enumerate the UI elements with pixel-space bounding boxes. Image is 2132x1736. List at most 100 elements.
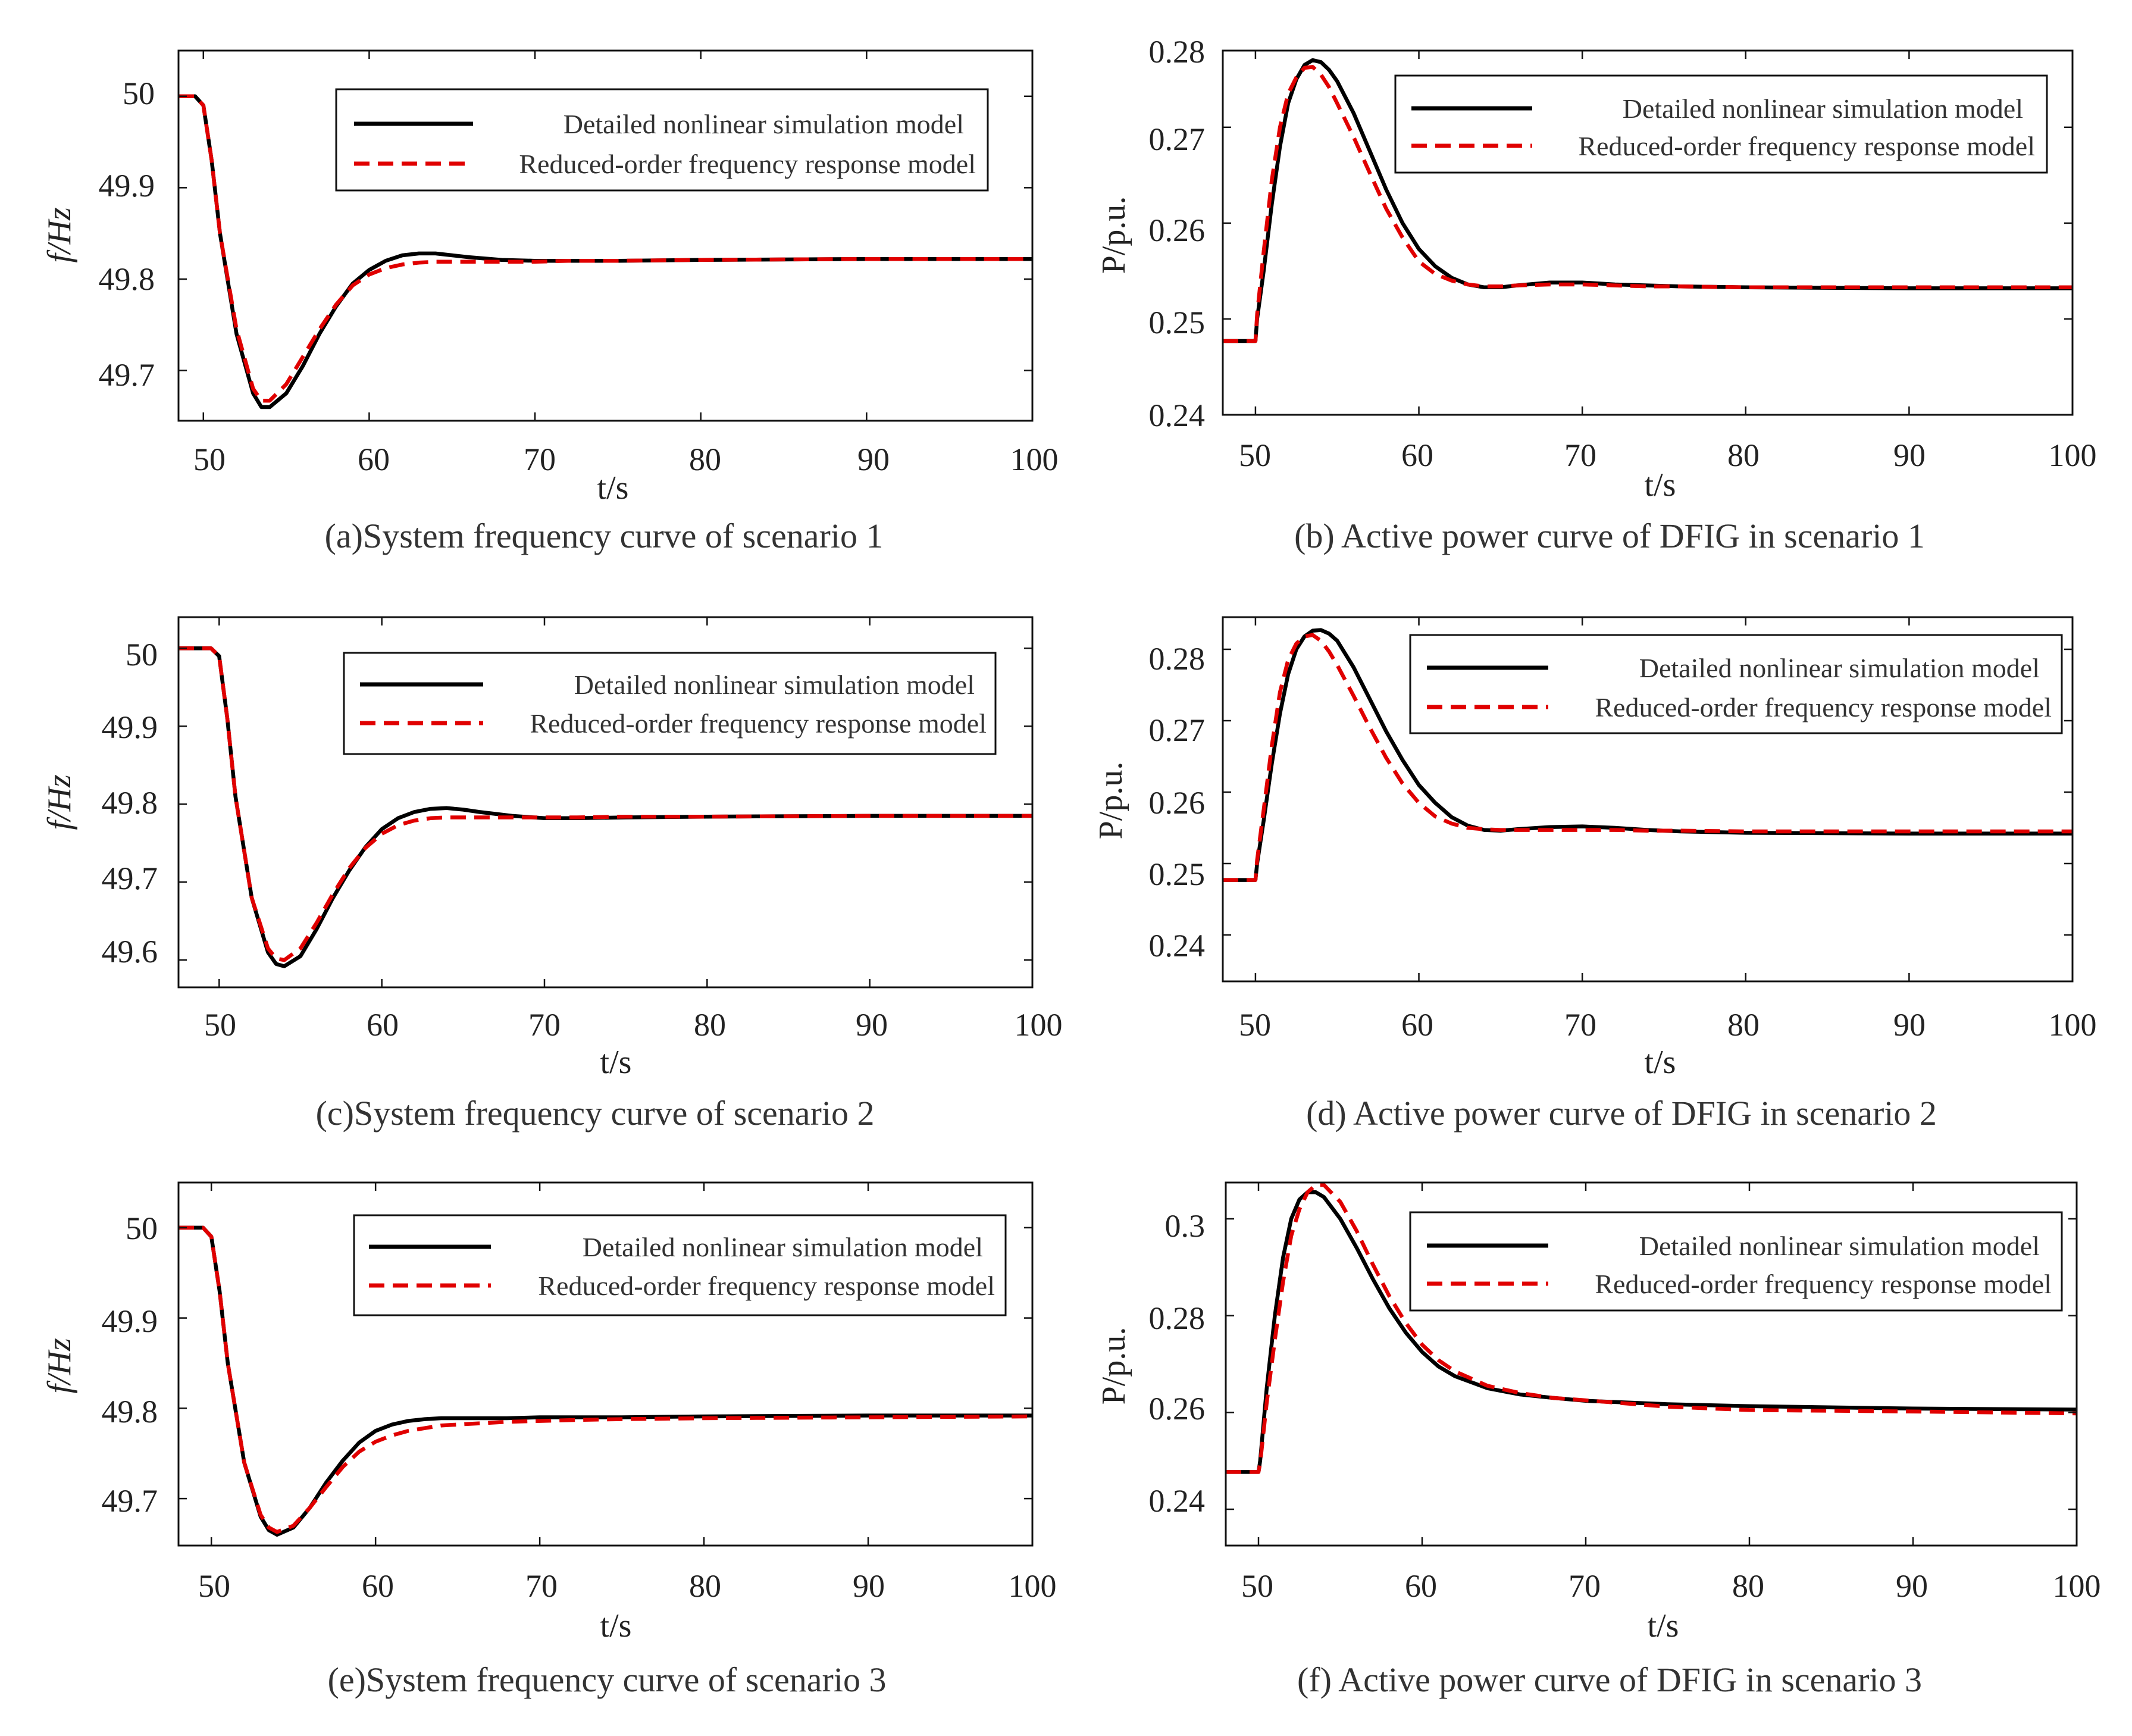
x-tick-label: 70	[525, 1568, 558, 1604]
y-tick-label: 0.25	[1149, 305, 1206, 340]
x-tick-label: 100	[2049, 1007, 2097, 1043]
plot-frame	[1225, 1181, 2078, 1547]
x-axis-label: t/s	[600, 1044, 632, 1081]
legend: Detailed nonlinear simulation model Redu…	[335, 88, 989, 192]
panel-d: 50 60 70 80 90 100 0.24 0.25 0.26 0.27 0…	[1092, 616, 2097, 1133]
y-axis-label: P/p.u.	[1092, 762, 1129, 840]
legend-label-detailed: Detailed nonlinear simulation model	[574, 670, 975, 700]
ticks: 50 60 70 80 90 100 0.24 0.25 0.26 0.27 0…	[1149, 641, 2097, 1043]
legend-box	[1394, 74, 2048, 174]
legend-box	[343, 652, 997, 755]
legend-label-reduced: Reduced-order frequency response model	[519, 149, 976, 179]
x-tick-label: 80	[1727, 1007, 1760, 1043]
x-tick-label: 50	[198, 1568, 230, 1604]
panel-caption: (b) Active power curve of DFIG in scenar…	[1294, 517, 1925, 555]
plot-frame	[177, 49, 1034, 422]
x-tick-label: 70	[1564, 437, 1596, 473]
legend-label-reduced: Reduced-order frequency response model	[530, 708, 987, 739]
x-tick-label: 80	[694, 1007, 726, 1043]
x-tick-label: 70	[524, 442, 556, 477]
y-tick-label: 49.8	[99, 261, 155, 297]
plot-lines	[1223, 58, 2072, 343]
legend-box	[1409, 1211, 2063, 1312]
legend-label-detailed: Detailed nonlinear simulation model	[583, 1232, 983, 1262]
x-tick-label: 100	[1015, 1007, 1063, 1043]
series-line-reduced	[1223, 633, 2072, 882]
legend: Detailed nonlinear simulation model Redu…	[1394, 74, 2048, 174]
plot-lines	[179, 646, 1032, 968]
tick-marks	[1223, 617, 2074, 981]
ticks: 50 60 70 80 90 100 49.7 49.8 49.9 50	[102, 1210, 1057, 1604]
panel-f: 50 60 70 80 90 100 0.24 0.26 0.28 0.3 t/…	[1095, 1181, 2101, 1699]
legend-label-detailed: Detailed nonlinear simulation model	[1623, 93, 2023, 124]
ticks: 50 60 70 80 90 100 49.6 49.7 49.8 49.9 5…	[102, 637, 1063, 1043]
series-line-reduced	[179, 1225, 1032, 1534]
tick-marks	[179, 51, 1034, 421]
x-axis-label: t/s	[1648, 1607, 1679, 1644]
legend: Detailed nonlinear simulation model Redu…	[353, 1214, 1007, 1316]
x-tick-label: 60	[367, 1007, 399, 1043]
x-tick-label: 90	[853, 1568, 885, 1604]
x-tick-label: 80	[1732, 1568, 1764, 1604]
panel-caption: (c)System frequency curve of scenario 2	[316, 1094, 875, 1133]
series-line-detailed	[1226, 1190, 2077, 1474]
x-tick-label: 50	[204, 1007, 236, 1043]
y-tick-label: 49.9	[102, 709, 158, 745]
x-axis-label: t/s	[597, 470, 629, 506]
y-tick-label: 0.26	[1149, 785, 1206, 821]
y-tick-label: 0.24	[1149, 928, 1206, 964]
series-line-detailed	[1223, 628, 2072, 882]
y-axis-label: f/Hz	[41, 774, 78, 830]
legend-label-detailed: Detailed nonlinear simulation model	[563, 109, 964, 139]
y-tick-label: 49.8	[102, 1394, 158, 1430]
x-tick-label: 70	[1564, 1007, 1596, 1043]
y-axis-label: P/p.u.	[1095, 1327, 1132, 1405]
y-tick-label: 0.24	[1149, 1483, 1206, 1519]
legend: Detailed nonlinear simulation model Redu…	[343, 652, 997, 755]
series-line-detailed	[179, 94, 1032, 409]
series-line-reduced	[1223, 65, 2072, 343]
tick-marks	[1226, 1183, 2078, 1546]
legend-label-reduced: Reduced-order frequency response model	[538, 1271, 995, 1301]
x-tick-label: 90	[1893, 437, 1926, 473]
legend-label-detailed: Detailed nonlinear simulation model	[1639, 653, 2040, 683]
x-tick-label: 80	[689, 1568, 721, 1604]
legend-box	[335, 88, 989, 192]
x-tick-label: 60	[1401, 437, 1433, 473]
plot-lines	[179, 94, 1032, 409]
x-tick-label: 90	[1893, 1007, 1926, 1043]
x-tick-label: 50	[1239, 437, 1271, 473]
x-tick-label: 70	[1569, 1568, 1601, 1604]
x-tick-label: 50	[1241, 1568, 1273, 1604]
tick-marks	[1223, 51, 2074, 416]
x-tick-label: 60	[358, 442, 390, 477]
legend-label-detailed: Detailed nonlinear simulation model	[1639, 1231, 2040, 1261]
x-tick-label: 90	[856, 1007, 888, 1043]
plot-lines	[1223, 628, 2072, 882]
x-tick-label: 100	[1009, 1568, 1057, 1604]
y-tick-label: 0.3	[1165, 1208, 1206, 1244]
x-tick-label: 100	[1010, 442, 1059, 477]
y-tick-label: 49.7	[99, 357, 155, 393]
y-tick-label: 50	[123, 76, 155, 111]
y-tick-label: 49.7	[102, 861, 158, 896]
legend: Detailed nonlinear simulation model Redu…	[1409, 634, 2063, 734]
x-tick-label: 70	[528, 1007, 561, 1043]
y-tick-label: 50	[126, 637, 158, 672]
legend-label-reduced: Reduced-order frequency response model	[1595, 692, 2052, 722]
plot-frame	[1222, 616, 2074, 983]
x-axis-label: t/s	[1645, 467, 1676, 503]
legend-label-reduced: Reduced-order frequency response model	[1595, 1269, 2052, 1299]
y-tick-label: 49.7	[102, 1483, 158, 1519]
y-tick-label: 0.26	[1149, 212, 1206, 248]
ticks: 50 60 70 80 90 100 0.24 0.26 0.28 0.3	[1149, 1208, 2101, 1604]
x-tick-label: 80	[1727, 437, 1760, 473]
y-axis-label: f/Hz	[41, 207, 78, 263]
x-tick-label: 80	[689, 442, 721, 477]
x-tick-label: 50	[193, 442, 226, 477]
y-axis-label: P/p.u.	[1095, 196, 1132, 274]
x-axis-label: t/s	[600, 1607, 632, 1644]
panel-a: 50 60 70 80 90 100 49.7 49.8 49.9 50 t/s…	[41, 49, 1059, 555]
tick-marks	[179, 617, 1034, 987]
